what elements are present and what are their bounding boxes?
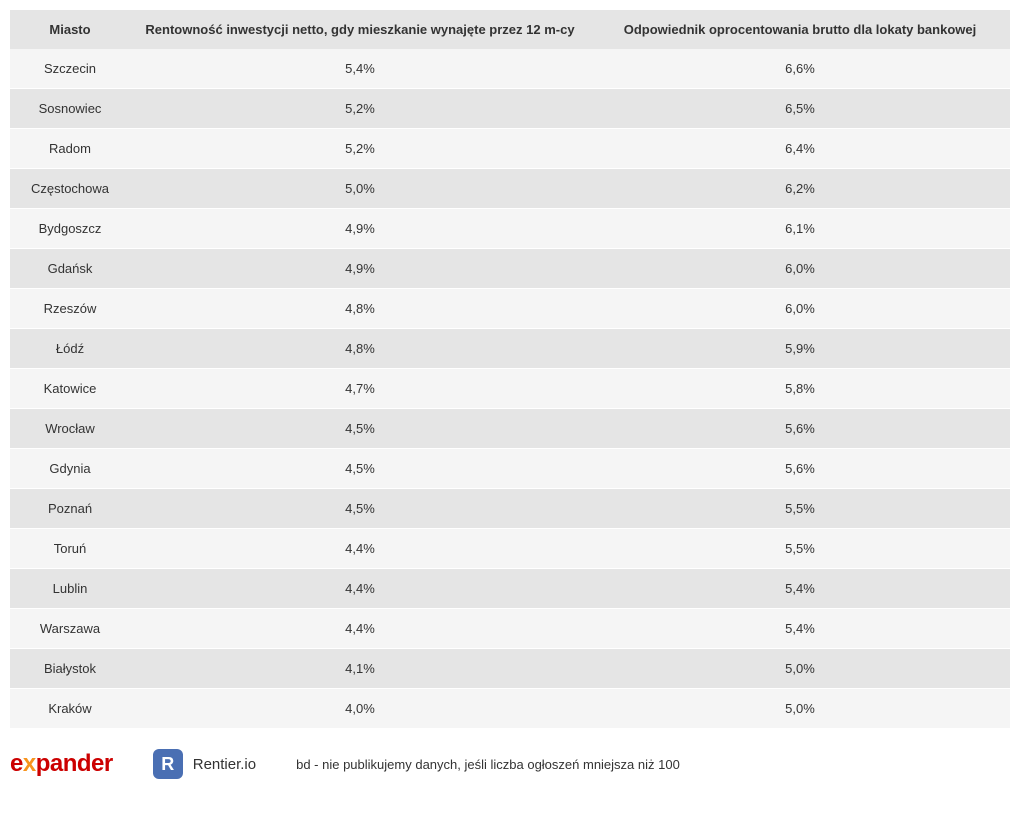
col-header-city: Miasto <box>10 10 130 49</box>
table-row: Radom5,2%6,4% <box>10 129 1010 169</box>
cell-gross-equiv: 6,0% <box>590 249 1010 289</box>
cell-net-return: 4,5% <box>130 449 590 489</box>
expander-logo-rest: pander <box>36 750 113 777</box>
cell-net-return: 5,2% <box>130 129 590 169</box>
cell-city: Gdańsk <box>10 249 130 289</box>
cell-gross-equiv: 5,5% <box>590 489 1010 529</box>
cell-gross-equiv: 5,9% <box>590 329 1010 369</box>
rentier-logo-text: Rentier.io <box>193 756 256 773</box>
cell-gross-equiv: 6,4% <box>590 129 1010 169</box>
cell-city: Radom <box>10 129 130 169</box>
cell-net-return: 5,0% <box>130 169 590 209</box>
cell-city: Gdynia <box>10 449 130 489</box>
table-body: Szczecin5,4%6,6%Sosnowiec5,2%6,5%Radom5,… <box>10 49 1010 729</box>
rentier-logo: R Rentier.io <box>153 749 256 779</box>
table-row: Gdańsk4,9%6,0% <box>10 249 1010 289</box>
table-header-row: Miasto Rentowność inwestycji netto, gdy … <box>10 10 1010 49</box>
cell-net-return: 4,8% <box>130 329 590 369</box>
cell-net-return: 4,4% <box>130 529 590 569</box>
footer: expander R Rentier.io bd - nie publikuje… <box>10 729 1010 789</box>
cell-gross-equiv: 5,6% <box>590 449 1010 489</box>
cell-gross-equiv: 5,8% <box>590 369 1010 409</box>
table-row: Bydgoszcz4,9%6,1% <box>10 209 1010 249</box>
cell-gross-equiv: 6,0% <box>590 289 1010 329</box>
cell-net-return: 5,2% <box>130 89 590 129</box>
cell-net-return: 4,8% <box>130 289 590 329</box>
table-row: Białystok4,1%5,0% <box>10 649 1010 689</box>
expander-logo: expander <box>10 750 113 778</box>
cell-city: Sosnowiec <box>10 89 130 129</box>
cell-net-return: 4,5% <box>130 489 590 529</box>
cell-gross-equiv: 6,5% <box>590 89 1010 129</box>
col-header-gross-equiv: Odpowiednik oprocentowania brutto dla lo… <box>590 10 1010 49</box>
cell-net-return: 4,9% <box>130 249 590 289</box>
cell-city: Warszawa <box>10 609 130 649</box>
cell-city: Białystok <box>10 649 130 689</box>
table-row: Wrocław4,5%5,6% <box>10 409 1010 449</box>
cell-city: Toruń <box>10 529 130 569</box>
table-row: Katowice4,7%5,8% <box>10 369 1010 409</box>
cell-city: Bydgoszcz <box>10 209 130 249</box>
rentier-badge-icon: R <box>153 749 183 779</box>
cell-city: Rzeszów <box>10 289 130 329</box>
cell-net-return: 4,9% <box>130 209 590 249</box>
cell-gross-equiv: 6,6% <box>590 49 1010 89</box>
table-row: Rzeszów4,8%6,0% <box>10 289 1010 329</box>
cell-gross-equiv: 6,1% <box>590 209 1010 249</box>
cell-net-return: 4,4% <box>130 569 590 609</box>
table-row: Sosnowiec5,2%6,5% <box>10 89 1010 129</box>
footnote-text: bd - nie publikujemy danych, jeśli liczb… <box>296 757 680 772</box>
expander-logo-x: x <box>23 750 36 777</box>
cell-gross-equiv: 5,0% <box>590 689 1010 729</box>
cell-gross-equiv: 5,0% <box>590 649 1010 689</box>
cell-gross-equiv: 5,4% <box>590 569 1010 609</box>
table-row: Toruń4,4%5,5% <box>10 529 1010 569</box>
cell-city: Częstochowa <box>10 169 130 209</box>
table-row: Warszawa4,4%5,4% <box>10 609 1010 649</box>
cell-city: Wrocław <box>10 409 130 449</box>
table-row: Lublin4,4%5,4% <box>10 569 1010 609</box>
table-row: Łódź4,8%5,9% <box>10 329 1010 369</box>
table-row: Gdynia4,5%5,6% <box>10 449 1010 489</box>
cell-net-return: 4,0% <box>130 689 590 729</box>
cell-city: Kraków <box>10 689 130 729</box>
cell-net-return: 4,1% <box>130 649 590 689</box>
profitability-table: Miasto Rentowność inwestycji netto, gdy … <box>10 10 1010 729</box>
cell-gross-equiv: 6,2% <box>590 169 1010 209</box>
cell-city: Lublin <box>10 569 130 609</box>
cell-city: Katowice <box>10 369 130 409</box>
table-row: Szczecin5,4%6,6% <box>10 49 1010 89</box>
cell-gross-equiv: 5,5% <box>590 529 1010 569</box>
cell-net-return: 4,5% <box>130 409 590 449</box>
cell-gross-equiv: 5,6% <box>590 409 1010 449</box>
expander-logo-e: e <box>10 750 23 777</box>
cell-gross-equiv: 5,4% <box>590 609 1010 649</box>
cell-net-return: 4,7% <box>130 369 590 409</box>
cell-city: Szczecin <box>10 49 130 89</box>
cell-net-return: 5,4% <box>130 49 590 89</box>
table-row: Częstochowa5,0%6,2% <box>10 169 1010 209</box>
table-row: Kraków4,0%5,0% <box>10 689 1010 729</box>
table-row: Poznań4,5%5,5% <box>10 489 1010 529</box>
cell-city: Łódź <box>10 329 130 369</box>
cell-city: Poznań <box>10 489 130 529</box>
cell-net-return: 4,4% <box>130 609 590 649</box>
col-header-net-return: Rentowność inwestycji netto, gdy mieszka… <box>130 10 590 49</box>
